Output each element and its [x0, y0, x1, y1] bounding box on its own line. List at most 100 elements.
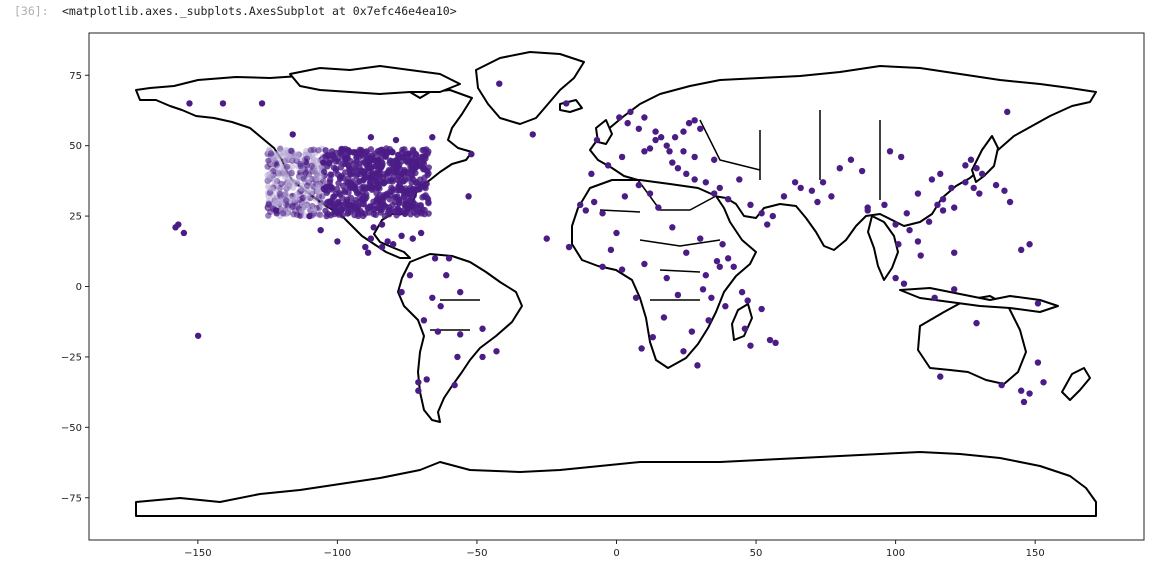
x-tick-label: 150	[1026, 548, 1045, 559]
data-point	[423, 376, 430, 383]
data-point	[384, 209, 392, 216]
data-point	[363, 153, 370, 161]
data-point	[379, 161, 386, 168]
data-point	[390, 241, 397, 248]
data-point	[724, 255, 732, 262]
data-point	[431, 255, 439, 262]
data-point	[973, 165, 980, 172]
data-point	[303, 155, 311, 162]
y-tick-label: −50	[61, 423, 82, 434]
data-point	[454, 353, 461, 361]
data-point	[289, 131, 296, 138]
data-point	[864, 204, 871, 211]
data-point	[680, 128, 687, 135]
data-point	[421, 206, 428, 214]
data-point	[697, 235, 704, 242]
data-point	[434, 328, 442, 335]
data-point	[493, 348, 500, 355]
data-point	[304, 192, 311, 200]
data-point	[697, 125, 704, 132]
points-layer	[172, 80, 1047, 406]
data-point	[897, 153, 905, 161]
data-point	[858, 167, 866, 175]
data-point	[325, 160, 333, 167]
data-point	[370, 198, 377, 205]
data-point	[624, 119, 631, 127]
data-point	[702, 272, 710, 279]
data-point	[378, 243, 386, 251]
x-tick-label: 100	[886, 548, 905, 559]
eurasia-outline	[589, 65, 1097, 251]
data-point	[303, 161, 311, 169]
data-point	[398, 288, 405, 296]
data-point	[741, 325, 749, 332]
data-point	[267, 150, 275, 157]
data-point	[772, 339, 779, 347]
data-point	[669, 224, 676, 231]
data-point	[356, 153, 363, 161]
data-point	[380, 180, 387, 187]
arctic-islands-outline	[289, 65, 461, 95]
x-tick-label: −50	[466, 548, 487, 559]
data-point	[716, 263, 723, 270]
data-point	[998, 381, 1005, 389]
data-point	[328, 148, 336, 155]
data-point	[339, 151, 346, 158]
data-point	[386, 170, 394, 177]
data-point	[353, 158, 360, 166]
data-point	[398, 158, 405, 165]
data-point	[660, 314, 668, 321]
data-point	[374, 184, 381, 192]
data-point	[374, 161, 381, 168]
data-point	[275, 171, 282, 179]
data-point	[339, 201, 346, 209]
data-point	[357, 148, 364, 156]
data-point	[395, 187, 403, 194]
data-point	[258, 100, 266, 107]
data-point	[289, 203, 296, 211]
data-point	[412, 201, 419, 208]
data-point	[903, 210, 910, 217]
data-point	[365, 167, 373, 174]
data-point	[398, 232, 405, 239]
data-point	[691, 117, 698, 124]
data-point	[881, 201, 888, 209]
data-point	[343, 205, 350, 212]
data-point	[367, 235, 375, 242]
y-tick-label: −25	[61, 352, 82, 363]
data-point	[906, 226, 913, 234]
data-point	[808, 187, 816, 194]
data-point	[311, 168, 318, 176]
data-point	[285, 179, 292, 186]
data-point	[657, 134, 665, 141]
data-point	[747, 201, 754, 209]
data-point	[267, 173, 275, 181]
data-point	[305, 176, 312, 183]
data-point	[847, 156, 855, 163]
data-point	[914, 238, 922, 245]
data-point	[381, 191, 388, 199]
data-point	[747, 342, 754, 349]
data-point	[836, 165, 843, 172]
data-point	[338, 207, 345, 215]
data-point	[282, 191, 289, 198]
data-point	[465, 193, 472, 200]
data-point	[370, 224, 377, 231]
data-point	[367, 134, 375, 141]
data-point	[378, 150, 386, 157]
data-point	[322, 183, 330, 190]
data-point	[410, 176, 417, 183]
data-point	[1001, 187, 1008, 194]
data-point	[363, 161, 370, 169]
data-point	[381, 170, 388, 178]
data-point	[892, 221, 899, 228]
data-point	[769, 212, 776, 220]
data-point	[319, 193, 326, 200]
data-point	[343, 178, 350, 186]
data-point	[323, 212, 330, 220]
data-point	[344, 196, 351, 203]
data-point	[315, 147, 322, 154]
data-point	[299, 182, 306, 189]
data-point	[951, 286, 958, 293]
